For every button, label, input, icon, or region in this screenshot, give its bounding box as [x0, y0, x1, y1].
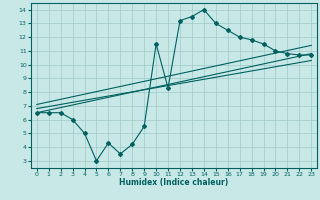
X-axis label: Humidex (Indice chaleur): Humidex (Indice chaleur) [119, 178, 229, 187]
